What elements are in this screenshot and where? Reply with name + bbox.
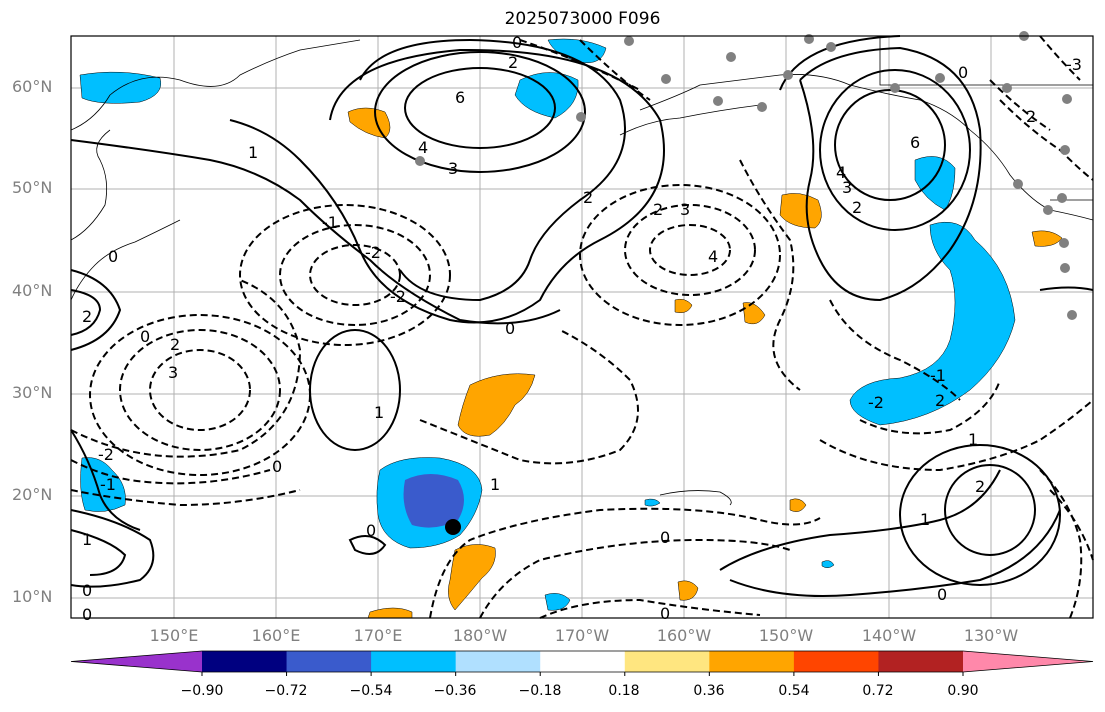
- contour-label: 6: [910, 133, 920, 152]
- lon-label: 160°W: [656, 626, 712, 645]
- colorbar-tick-label: −0.72: [264, 683, 308, 699]
- contour-label: 4: [708, 247, 718, 266]
- colorbar-tick-label: 0.90: [947, 683, 979, 699]
- contour-label: -3: [1066, 55, 1082, 74]
- lat-label: 20°N: [12, 485, 53, 504]
- lon-label: 150°E: [149, 626, 199, 645]
- positive-shading: [347, 107, 1063, 619]
- contour-label: 0: [140, 327, 150, 346]
- contour-label: -2: [98, 445, 114, 464]
- colorbar-tick-label: 0.36: [693, 683, 725, 699]
- lat-label: 30°N: [12, 383, 53, 402]
- contour-label: 3: [680, 200, 690, 219]
- lat-label: 40°N: [12, 281, 53, 300]
- colorbar-tick-label: 0.72: [862, 683, 894, 699]
- contour-label: 2: [1026, 107, 1036, 126]
- contour-label: 0: [366, 521, 376, 540]
- contour-label: 0: [660, 528, 670, 547]
- contour-label: 1: [920, 510, 930, 529]
- storm-center-marker: [445, 519, 461, 535]
- contour-label: -1: [930, 366, 946, 385]
- colorbar-tick-label: −0.54: [349, 683, 393, 699]
- contour-label: 2: [82, 307, 92, 326]
- map-frame: [70, 35, 1094, 619]
- contour-label: 1: [490, 475, 500, 494]
- colorbar-segment: [286, 651, 372, 672]
- lon-label: 170°W: [554, 626, 610, 645]
- colorbar-extend-high: [963, 651, 1093, 672]
- contour-label: 2: [583, 188, 593, 207]
- lat-label: 10°N: [12, 587, 53, 606]
- colorbar-segment: [793, 651, 879, 672]
- contour-label: -1: [100, 475, 116, 494]
- lat-label: 50°N: [12, 178, 53, 197]
- solid-contours: [70, 35, 1094, 597]
- colorbar-tick-label: −0.36: [433, 683, 477, 699]
- lon-label: 150°W: [758, 626, 814, 645]
- contour-label: 3: [448, 159, 458, 178]
- dashed-contours: [70, 35, 1094, 619]
- contour-label: 1: [82, 530, 92, 549]
- contour-label: -1: [322, 213, 338, 232]
- contour-label: -2: [390, 287, 406, 306]
- contour-labels: 0 2 6 4 3 2 2 3 4 6 4 3 2 0 -3 2 -1 -2 -…: [82, 33, 1082, 624]
- contour-label: 0: [272, 457, 282, 476]
- colorbar-segment: [540, 651, 626, 672]
- lon-label: 130°W: [963, 626, 1019, 645]
- colorbar-segment: [202, 651, 288, 672]
- contour-label: 0: [937, 585, 947, 604]
- contour-label: 2: [170, 335, 180, 354]
- coastlines: [70, 36, 1094, 506]
- colorbar-tick-label: 0.54: [778, 683, 810, 699]
- contour-label: 1: [968, 430, 978, 449]
- lat-label: 60°N: [12, 77, 53, 96]
- colorbar-extend-low: [71, 651, 202, 672]
- map-title: 2025073000 F096: [504, 9, 661, 29]
- contour-label: 0: [108, 247, 118, 266]
- contour-label: 2: [508, 53, 518, 72]
- contour-label: -2: [365, 243, 381, 262]
- colorbar-segment: [878, 651, 964, 672]
- colorbar-segments: [70, 650, 1094, 676]
- contour-label: 1: [248, 143, 258, 162]
- colorbar-tick-label: 0.18: [608, 683, 640, 699]
- contour-label: 3: [168, 363, 178, 382]
- lon-label: 180°W: [452, 626, 508, 645]
- lon-label: 140°W: [861, 626, 917, 645]
- contour-label: 2: [935, 391, 945, 410]
- contour-label: 3: [842, 178, 852, 197]
- contour-label: 0: [660, 604, 670, 623]
- contour-label: 0: [505, 319, 515, 338]
- colorbar-segment: [455, 651, 541, 672]
- colorbar-segment: [624, 651, 710, 672]
- strong-negative-shading: [403, 474, 464, 528]
- lon-label: 160°E: [251, 626, 301, 645]
- colorbar-segment: [371, 651, 457, 672]
- lon-label: 170°E: [353, 626, 403, 645]
- station-dots: [415, 31, 1077, 320]
- contour-label: -2: [868, 393, 884, 412]
- colorbar-tick-label: −0.18: [518, 683, 562, 699]
- contour-label: 4: [418, 138, 428, 157]
- colorbar-tick-label: −0.90: [180, 683, 224, 699]
- colorbar-segment: [709, 651, 795, 672]
- contour-label: 0: [82, 581, 92, 600]
- contour-label: 0: [512, 33, 522, 52]
- contour-label: 2: [852, 198, 862, 217]
- contour-label: 0: [958, 63, 968, 82]
- contour-label: 2: [653, 200, 663, 219]
- contour-label: 0: [82, 605, 92, 624]
- contour-label: 2: [975, 477, 985, 496]
- map-panel: 0 2 6 4 3 2 2 3 4 6 4 3 2 0 -3 2 -1 -2 -…: [70, 31, 1094, 624]
- contour-label: 1: [374, 403, 384, 422]
- contour-label: 6: [455, 88, 465, 107]
- contour-label: 4: [836, 163, 846, 182]
